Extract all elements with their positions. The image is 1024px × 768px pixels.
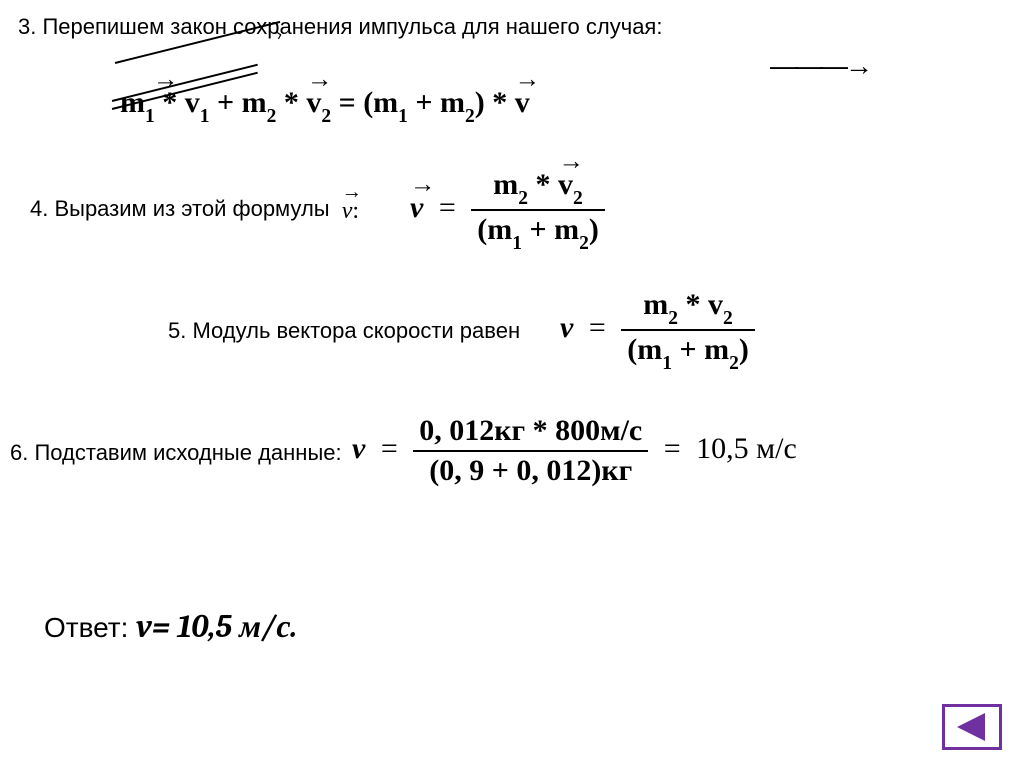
- eq5-denominator: (m1 + m2): [621, 331, 755, 372]
- prev-slide-button[interactable]: [942, 704, 1002, 750]
- step4-label: 4. Выразим из этой формулы: [30, 196, 330, 221]
- step5-text: 5. Модуль вектора скорости равен: [168, 318, 520, 344]
- answer-value: v= 10,5 м/с.: [136, 608, 297, 645]
- triangle-left-icon: [945, 707, 999, 747]
- answer-line: Ответ: v= 10,5 м/с.: [44, 608, 297, 645]
- eq4-numerator: m2 * v2: [471, 168, 605, 211]
- step6-text: 6. Подставим исходные данные:: [10, 440, 342, 466]
- step3-text: 3. Перепишем закон сохранения импульса д…: [18, 14, 662, 40]
- eq6-result: 10,5 м/с: [696, 432, 797, 465]
- answer-label-text: Ответ:: [44, 612, 128, 643]
- equation5: v = m2 * v2 (m1 + m2): [560, 288, 755, 372]
- eq5-numerator: m2 * v2: [621, 288, 755, 331]
- step4-text: 4. Выразим из этой формулы v:: [30, 196, 353, 223]
- equation3: m1 * v1 + m2 * v2 = (m1 + m2) * v: [120, 86, 530, 125]
- step4-v-symbol: v:: [342, 198, 359, 224]
- eq4-denominator: (m1 + m2): [471, 211, 605, 252]
- equation4: v = m2 * v2 (m1 + m2): [410, 168, 605, 252]
- eq6-denominator: (0, 9 + 0, 012)кг: [413, 452, 648, 488]
- trailing-arrow: ———→: [770, 50, 870, 82]
- eq6-numerator: 0, 012кг * 800м/с: [413, 414, 648, 452]
- equation6: v = 0, 012кг * 800м/с (0, 9 + 0, 012)кг …: [352, 414, 797, 488]
